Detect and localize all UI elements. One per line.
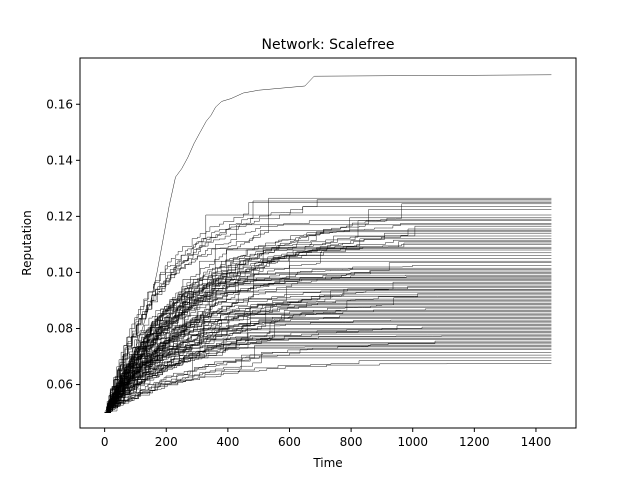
x-tick-label: 800 <box>340 435 363 449</box>
series-line-top <box>104 74 552 413</box>
series-line <box>104 273 552 413</box>
series-line <box>104 246 552 413</box>
series-line <box>104 363 552 413</box>
series-line <box>104 332 552 413</box>
y-tick-label: 0.12 <box>46 209 73 223</box>
series-line <box>104 319 552 413</box>
series-line <box>104 218 552 413</box>
x-axis-label: Time <box>312 456 342 470</box>
y-tick-label: 0.16 <box>46 97 73 111</box>
x-tick-label: 400 <box>216 435 239 449</box>
plot-frame <box>79 57 577 429</box>
y-tick-label: 0.06 <box>46 378 73 392</box>
series-line <box>104 343 552 413</box>
series-line <box>104 289 552 413</box>
y-tick-label: 0.08 <box>46 321 73 335</box>
series-line <box>104 225 552 413</box>
y-axis-label: Reputation <box>20 210 34 275</box>
x-tick-label: 1200 <box>459 435 490 449</box>
series-line <box>104 230 552 413</box>
series-line <box>104 360 552 413</box>
series-line <box>104 308 552 413</box>
series-line <box>104 277 552 413</box>
series-line <box>104 336 552 413</box>
series-line <box>104 260 552 413</box>
series-line <box>104 340 552 413</box>
series-line <box>104 331 552 413</box>
series-line <box>104 357 552 413</box>
series-line <box>104 277 552 413</box>
x-tick-label: 1000 <box>397 435 428 449</box>
series-line <box>104 347 552 413</box>
series-line <box>104 267 552 413</box>
series-line <box>104 335 552 413</box>
chart-title: Network: Scalefree <box>262 37 395 53</box>
series-line <box>104 244 552 413</box>
y-tick-label: 0.14 <box>46 153 73 167</box>
series-line <box>104 346 552 413</box>
x-tick-label: 1400 <box>521 435 552 449</box>
series-line <box>104 345 552 413</box>
series-line <box>104 324 552 413</box>
series-line <box>104 349 552 413</box>
series-line <box>104 294 552 413</box>
series-line <box>104 296 552 413</box>
series-line <box>104 338 552 413</box>
series-line <box>104 235 552 413</box>
x-axis-ticks: 0 200 400 600 800 1000 1200 1400 <box>101 428 551 449</box>
series-line <box>104 329 552 413</box>
y-tick-label: 0.10 <box>46 265 73 279</box>
series-line <box>104 289 552 413</box>
series-line <box>104 223 552 413</box>
series-line <box>104 200 552 413</box>
x-tick-label: 600 <box>278 435 301 449</box>
x-tick-label: 200 <box>155 435 178 449</box>
series-line <box>104 318 552 413</box>
series-lines <box>104 74 552 413</box>
x-tick-label: 0 <box>101 435 109 449</box>
y-axis-ticks: 0.06 0.08 0.10 0.12 0.14 0.16 <box>46 97 80 392</box>
